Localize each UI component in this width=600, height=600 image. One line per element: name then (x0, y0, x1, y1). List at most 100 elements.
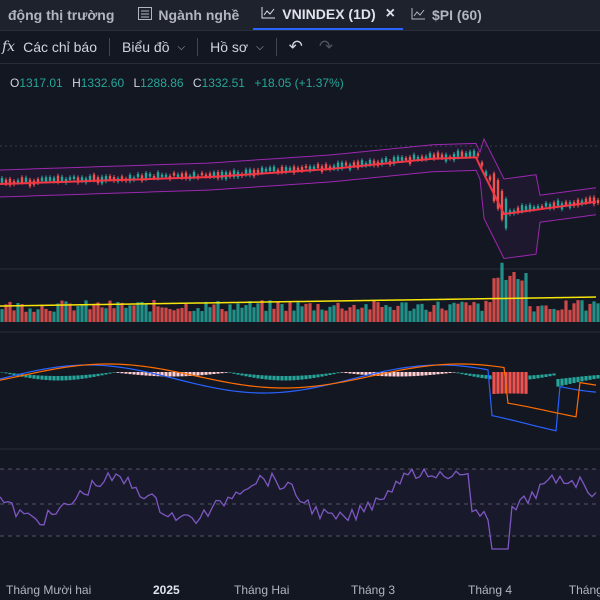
macd-histogram-bar (60, 375, 64, 381)
macd-histogram-bar (132, 372, 136, 375)
volume-bar (512, 272, 516, 322)
macd-histogram-bar (588, 375, 592, 380)
volume-bar (172, 310, 176, 322)
macd-pane (0, 363, 600, 432)
macd-histogram-bar (520, 372, 524, 394)
profile-button[interactable]: Hồ sơ ⌵ (202, 31, 272, 63)
candle (256, 169, 260, 174)
band-lower (0, 169, 597, 260)
macd-histogram-bar (312, 374, 316, 379)
candle (268, 167, 272, 172)
volume-bar (592, 301, 596, 322)
candle (208, 173, 212, 178)
candle (340, 162, 344, 169)
macd-histogram-bar (384, 372, 388, 377)
close-icon[interactable]: × (385, 5, 395, 22)
macd-histogram-bar (164, 372, 168, 377)
tab-pi[interactable]: $PI (60) (403, 0, 490, 30)
tab-label: $PI (60) (432, 7, 482, 23)
volume-bar (360, 307, 364, 322)
candle (344, 162, 348, 166)
candle (128, 174, 132, 182)
candle (48, 177, 52, 181)
divider (197, 38, 199, 56)
chart-canvas[interactable] (0, 64, 600, 580)
volume-bar (532, 311, 536, 322)
candle (396, 156, 400, 161)
candle (108, 176, 112, 180)
macd-histogram-bar (396, 372, 400, 377)
undo-button[interactable]: ↶ (281, 31, 311, 63)
volume-bar (28, 308, 32, 322)
volume-bar (100, 307, 104, 322)
volume-bar (376, 302, 380, 322)
macd-histogram-bar (28, 374, 32, 379)
macd-histogram-bar (552, 373, 556, 376)
macd-histogram-bar (204, 372, 208, 375)
candle (8, 178, 12, 186)
macd-histogram-bar (576, 376, 580, 383)
volume-bar (12, 310, 16, 322)
volume-ma-line (0, 296, 597, 307)
tab-vnindex[interactable]: VNINDEX (1D) × (253, 0, 403, 30)
macd-histogram-bar (128, 372, 132, 375)
candle (244, 169, 248, 175)
volume-bar (32, 311, 36, 322)
candle (492, 173, 496, 202)
volume-bar (456, 303, 460, 322)
volume-bar (40, 304, 44, 322)
candle (248, 169, 252, 176)
macd-histogram-bar (172, 372, 176, 377)
indicators-button[interactable]: fx Các chỉ báo (0, 31, 105, 63)
tab-label: động thị trường (8, 7, 115, 23)
candle (432, 154, 436, 159)
volume-bar (88, 309, 92, 322)
tab-sectors[interactable]: Ngành nghề (130, 0, 247, 30)
macd-histogram-bar (348, 372, 352, 374)
candle (24, 177, 28, 183)
volume-bar (196, 308, 200, 322)
volume-bar (308, 303, 312, 322)
volume-bar (164, 307, 168, 322)
volume-bar (144, 303, 148, 322)
volume-bar (200, 311, 204, 322)
volume-bar (436, 301, 440, 322)
volume-bar (36, 309, 40, 322)
bollinger-band (0, 137, 597, 260)
candle (528, 204, 532, 211)
volume-bar (348, 307, 352, 322)
candle (536, 206, 540, 209)
macd-histogram-bar (564, 378, 568, 385)
volume-bar (300, 306, 304, 322)
volume-bar (516, 279, 520, 322)
candle (484, 171, 488, 177)
volume-bar (500, 262, 504, 322)
tab-market-activity[interactable]: động thị trường (0, 0, 122, 30)
volume-bar (556, 310, 560, 322)
volume-bar (568, 309, 572, 322)
macd-histogram-bar (584, 376, 588, 381)
volume-bar (380, 306, 384, 322)
macd-histogram-bar (452, 372, 456, 373)
rsi-band (0, 469, 600, 536)
macd-histogram-bar (40, 375, 44, 380)
redo-button[interactable]: ↷ (311, 31, 341, 63)
candle (164, 174, 168, 178)
volume-bar (580, 300, 584, 322)
macd-histogram-bar (116, 372, 120, 373)
candle (496, 180, 500, 209)
volume-bar (72, 310, 76, 322)
candle (332, 165, 336, 169)
moving-average (0, 156, 597, 216)
rsi-pane (0, 467, 597, 550)
volume-bar (24, 311, 28, 322)
macd-histogram-bar (64, 375, 68, 381)
chart-type-button[interactable]: Biểu đồ ⌵ (114, 31, 193, 63)
candle (588, 197, 592, 203)
macd-histogram-bar (500, 372, 504, 394)
volume-bar (16, 303, 20, 322)
macd-histogram-bar (444, 372, 448, 374)
volume-bar (160, 307, 164, 322)
volume-bar (120, 302, 124, 322)
volume-bar (472, 301, 476, 322)
